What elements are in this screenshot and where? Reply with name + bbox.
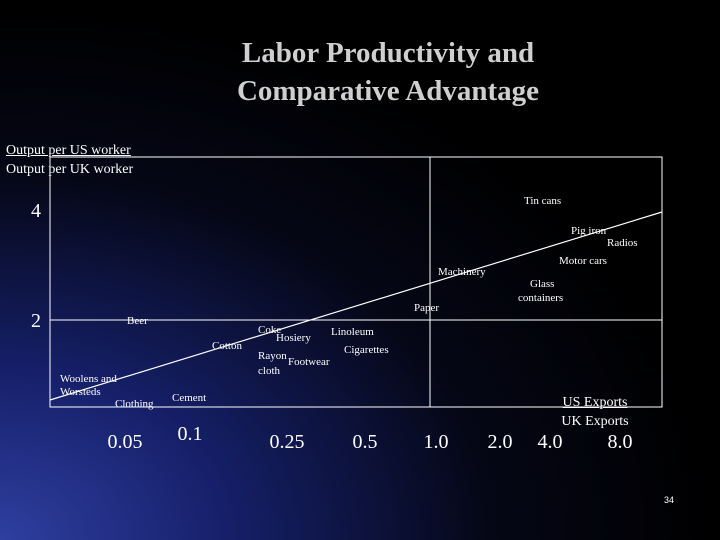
point-label-line: Woolens and xyxy=(60,373,117,385)
x-tick-label: 0.25 xyxy=(270,431,305,453)
point-label-line: Glass xyxy=(530,278,554,290)
point-label: Woolens and Worsteds xyxy=(60,373,117,398)
point-label: Glass containers xyxy=(518,278,563,304)
y-tick-labels: 24 xyxy=(31,200,41,332)
point-label: Cigarettes xyxy=(344,344,389,356)
point-label: Clothing xyxy=(115,398,154,410)
x-tick-label: 8.0 xyxy=(608,431,633,453)
x-axis-label-denominator: UK Exports xyxy=(561,414,629,429)
point-label: Linoleum xyxy=(331,326,374,338)
point-label: Rayon cloth xyxy=(258,350,287,377)
title-line-1: Labor Productivity and xyxy=(241,37,535,69)
point-label-line: cloth xyxy=(258,365,280,377)
x-tick-labels: 0.05 0.1 0.25 0.5 1.0 2.0 4.0 8.0 xyxy=(108,423,633,453)
point-label: Pig iron xyxy=(571,225,607,237)
point-label-line: Rayon xyxy=(258,350,287,362)
slide-title: Labor Productivity and Comparative Advan… xyxy=(130,34,646,110)
point-label: Tin cans xyxy=(524,195,561,207)
point-label: Coke xyxy=(258,324,281,336)
x-tick-label: 0.05 xyxy=(108,431,143,453)
point-label: Radios xyxy=(607,237,638,249)
point-label: Cement xyxy=(172,392,206,404)
point-label: Footwear xyxy=(288,356,330,368)
plot-frame xyxy=(49,156,663,408)
point-label: Paper xyxy=(414,302,439,314)
x-tick-label: 0.5 xyxy=(353,431,378,453)
point-label: Machinery xyxy=(438,266,486,278)
x-tick-label: 1.0 xyxy=(424,431,449,453)
point-label-line: Worsteds xyxy=(60,386,101,398)
trend-line xyxy=(49,211,663,401)
y-axis-label-denominator: Output per UK worker xyxy=(6,162,134,177)
y-tick-label: 4 xyxy=(31,200,41,222)
point-label: Beer xyxy=(127,315,148,327)
x-tick-label: 2.0 xyxy=(488,431,513,453)
x-axis-label-numerator: US Exports xyxy=(562,395,628,410)
y-axis-label-numerator: Output per US worker xyxy=(6,143,131,158)
point-label: Cotton xyxy=(212,340,242,352)
x-tick-label: 0.1 xyxy=(178,423,203,445)
slide-number: 34 xyxy=(664,495,675,505)
point-label: Motor cars xyxy=(559,255,607,267)
y-tick-label: 2 xyxy=(31,310,41,332)
title-line-2: Comparative Advantage xyxy=(236,75,540,107)
x-tick-label: 4.0 xyxy=(538,431,563,453)
point-label-line: containers xyxy=(518,292,563,304)
point-label: Hosiery xyxy=(276,332,311,344)
